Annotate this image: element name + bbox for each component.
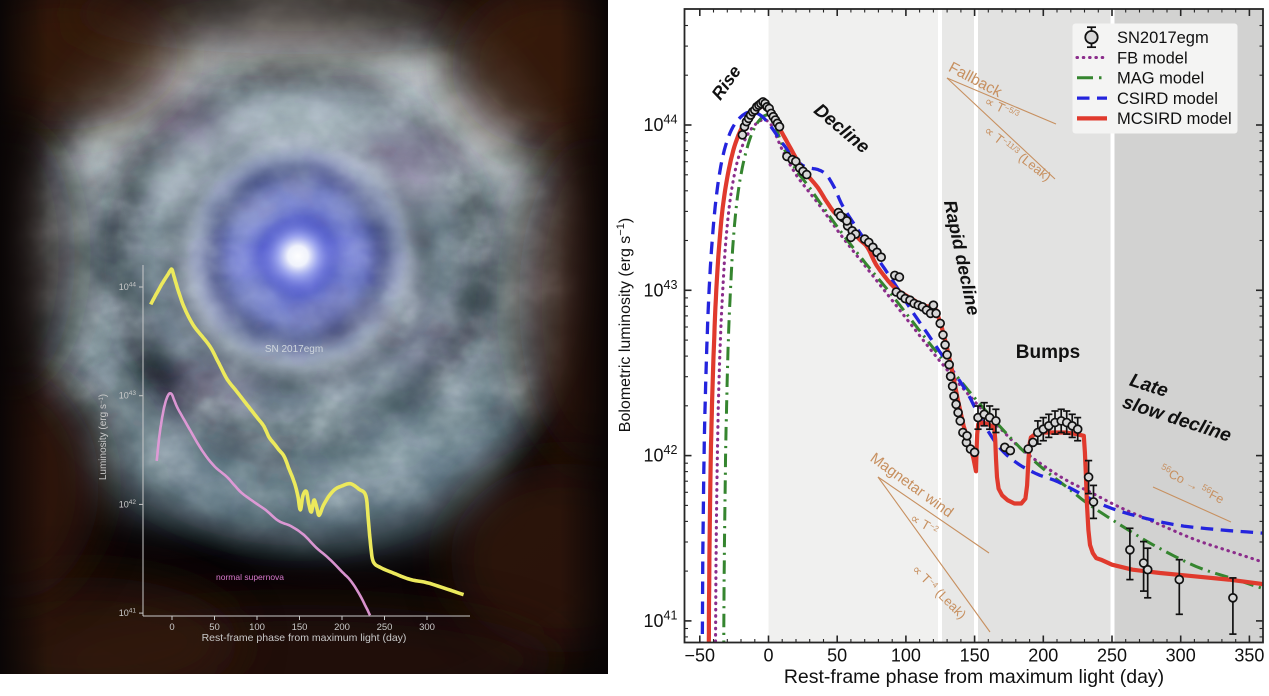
svg-text:FB model: FB model [1117, 49, 1188, 67]
svg-text:Bolometric luminosity (erg s−1: Bolometric luminosity (erg s−1) [615, 218, 634, 432]
svg-text:100: 100 [249, 622, 265, 633]
svg-text:SN2017egm: SN2017egm [1117, 29, 1209, 47]
svg-text:CSIRD model: CSIRD model [1117, 90, 1218, 108]
svg-text:1044: 1044 [119, 282, 137, 293]
svg-text:1041: 1041 [119, 608, 137, 619]
svg-text:150: 150 [960, 646, 990, 666]
svg-text:56Co → 56Fe: 56Co → 56Fe [1157, 461, 1226, 506]
svg-text:50: 50 [827, 646, 847, 666]
svg-text:Rest-frame phase from maximum: Rest-frame phase from maximum light (day… [784, 666, 1164, 688]
svg-text:0: 0 [169, 622, 174, 633]
svg-text:300: 300 [419, 622, 435, 633]
svg-text:350: 350 [1234, 646, 1264, 666]
svg-text:1044: 1044 [644, 113, 678, 136]
svg-text:0: 0 [763, 646, 773, 666]
svg-text:SN 2017egm: SN 2017egm [265, 344, 323, 355]
svg-text:300: 300 [1166, 646, 1196, 666]
svg-text:Bumps: Bumps [1016, 342, 1080, 363]
svg-text:200: 200 [1028, 646, 1058, 666]
svg-text:50: 50 [209, 622, 220, 633]
svg-text:1041: 1041 [644, 608, 678, 631]
svg-text:normal supernova: normal supernova [216, 572, 284, 582]
svg-text:1043: 1043 [644, 278, 678, 301]
svg-text:100: 100 [891, 646, 921, 666]
svg-text:Luminosity (erg s−1): Luminosity (erg s−1) [98, 394, 109, 480]
svg-text:Rest-frame phase from maximum: Rest-frame phase from maximum light (day… [202, 632, 407, 644]
svg-text:1043: 1043 [119, 390, 137, 401]
svg-text:1042: 1042 [644, 443, 678, 466]
svg-text:1042: 1042 [119, 499, 137, 510]
svg-text:250: 250 [377, 622, 393, 633]
svg-text:150: 150 [292, 622, 308, 633]
svg-text:200: 200 [334, 622, 350, 633]
svg-text:MCSIRD model: MCSIRD model [1117, 110, 1232, 128]
svg-text:MAG model: MAG model [1117, 70, 1204, 88]
svg-text:−50: −50 [685, 646, 716, 666]
svg-text:250: 250 [1097, 646, 1127, 666]
